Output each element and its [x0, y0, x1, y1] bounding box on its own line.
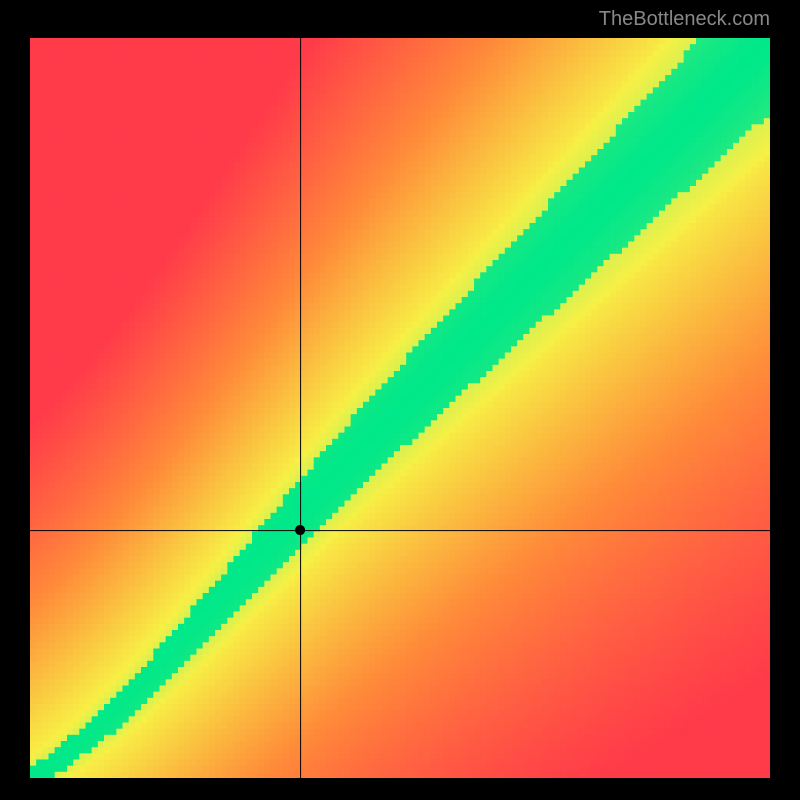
heatmap-plot	[30, 38, 770, 778]
watermark-text: TheBottleneck.com	[599, 8, 770, 31]
chart-container: TheBottleneck.com	[0, 0, 800, 800]
heatmap-canvas	[30, 38, 770, 778]
